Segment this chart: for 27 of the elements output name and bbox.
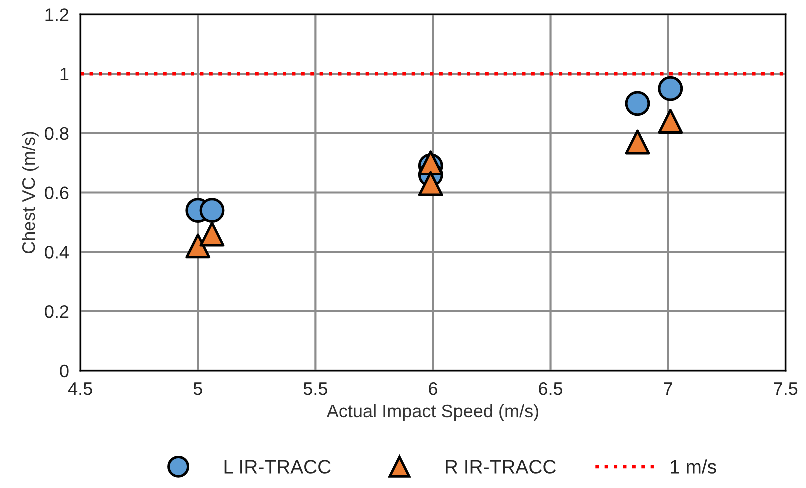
x-tick-label: 5 <box>194 382 202 396</box>
legend-label: R IR-TRACC <box>446 460 556 474</box>
y-tick-label: 1.2 <box>46 8 69 22</box>
point <box>658 76 684 102</box>
y-tick-label: 0.2 <box>45 305 69 318</box>
point <box>658 109 684 134</box>
y-tick-label: 0.4 <box>45 246 69 259</box>
legend-label: 1 m/s <box>671 460 716 474</box>
y-tick-label: 1 <box>60 68 69 81</box>
x-tick-label: 6.5 <box>539 382 563 396</box>
x-tick-label: 7 <box>664 382 672 396</box>
point <box>186 234 211 259</box>
x-tick-label: 5.5 <box>304 382 328 396</box>
legend-label: L IR-TRACC <box>224 460 331 474</box>
point <box>418 171 444 196</box>
x-tick-label: 7.5 <box>774 382 798 396</box>
y-tick-label: 0 <box>60 364 69 378</box>
point <box>625 91 650 116</box>
x-tick-label: 4.5 <box>68 382 92 396</box>
y-axis-title: Chest VC (m/s) <box>22 132 39 254</box>
x-axis-title: Actual Impact Speed (m/s) <box>326 404 538 422</box>
point <box>200 198 225 224</box>
y-tick-label: 0.6 <box>45 186 69 200</box>
x-tick-label: 6 <box>429 382 438 396</box>
point <box>200 222 225 247</box>
y-tick-label: 0.8 <box>45 127 69 140</box>
point <box>625 130 650 155</box>
